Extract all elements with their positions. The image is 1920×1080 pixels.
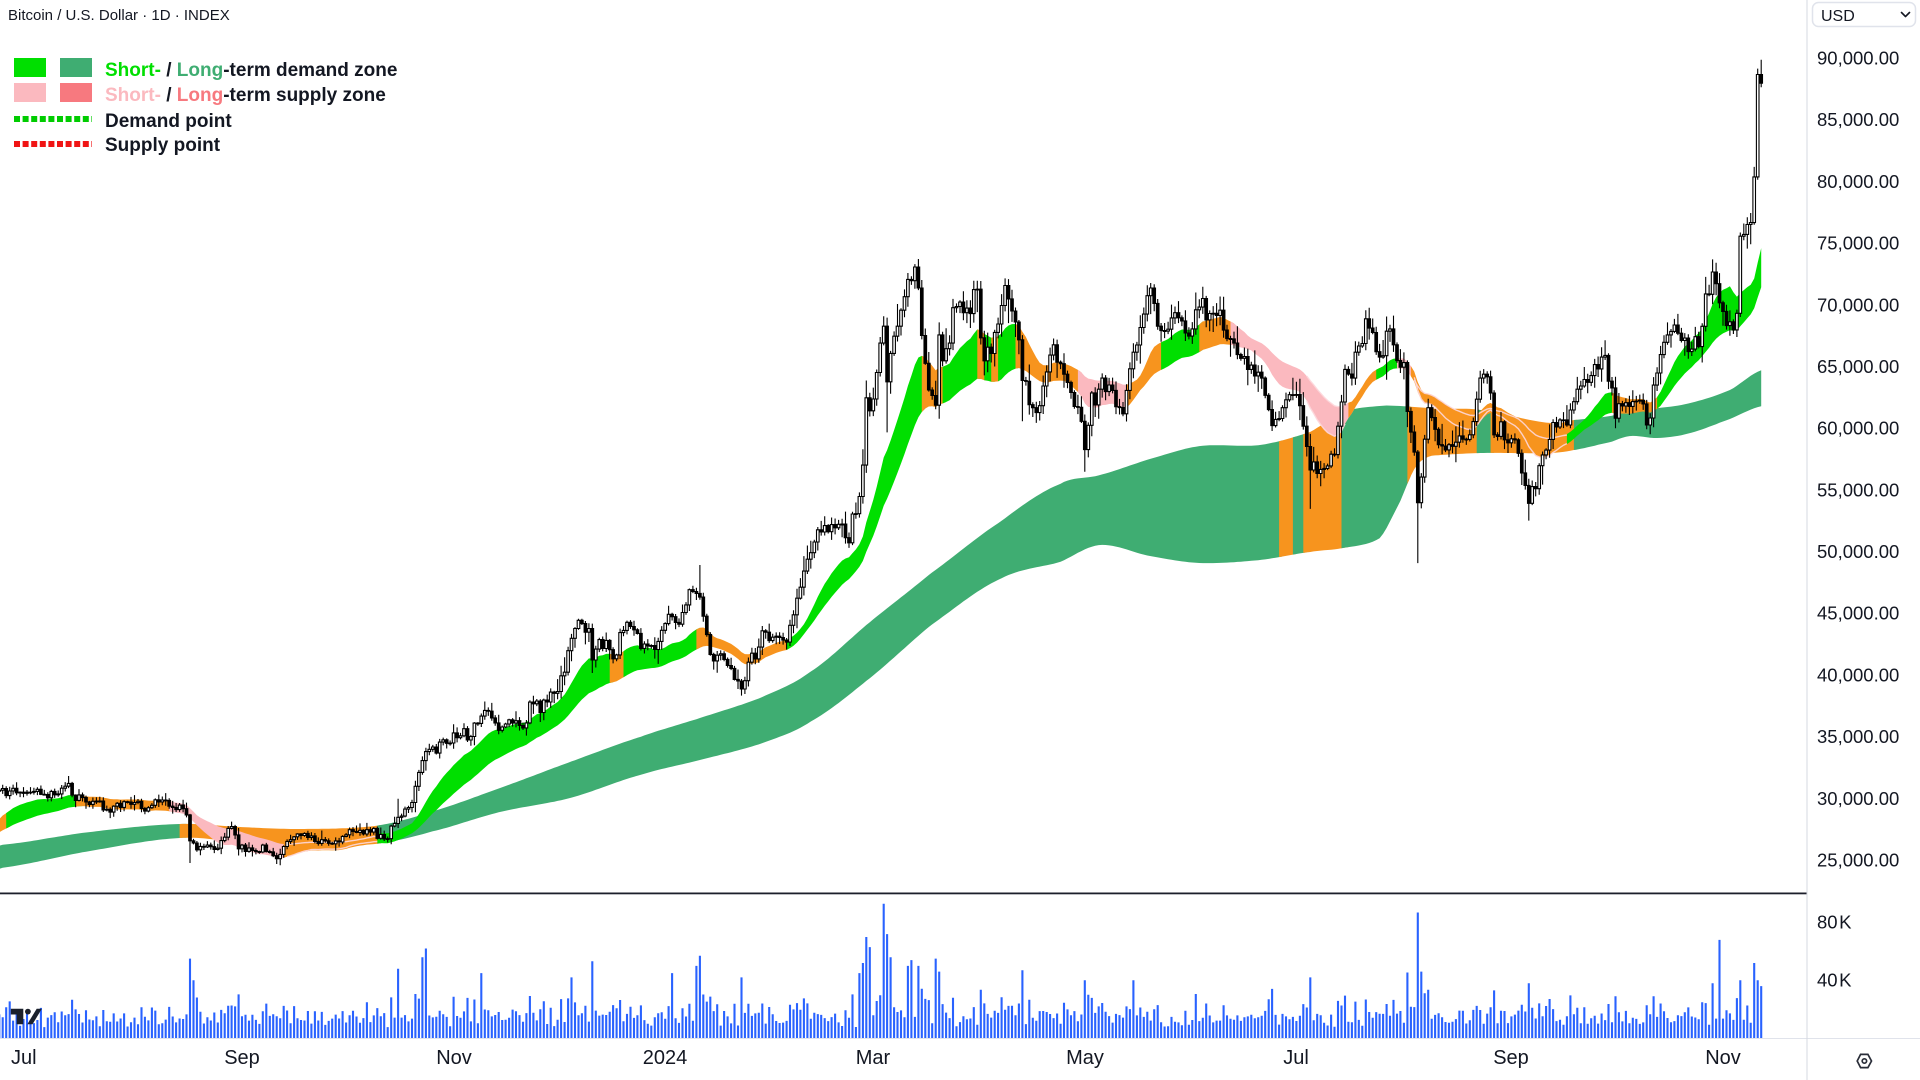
svg-text:40,000.00: 40,000.00 [1817,664,1899,685]
svg-text:35,000.00: 35,000.00 [1817,726,1899,747]
svg-text:Mar: Mar [856,1047,891,1069]
svg-text:85,000.00: 85,000.00 [1817,109,1899,130]
svg-text:Jul: Jul [11,1047,37,1069]
svg-text:80 K: 80 K [1817,912,1852,933]
svg-text:30,000.00: 30,000.00 [1817,788,1899,809]
svg-text:60,000.00: 60,000.00 [1817,418,1899,439]
svg-text:40 K: 40 K [1817,969,1852,990]
svg-text:Nov: Nov [436,1047,472,1069]
svg-text:Jul: Jul [1283,1047,1309,1069]
svg-text:55,000.00: 55,000.00 [1817,479,1899,500]
svg-text:2024: 2024 [643,1047,688,1069]
svg-text:May: May [1066,1047,1104,1069]
svg-text:75,000.00: 75,000.00 [1817,233,1899,254]
svg-text:Short- / Long-term supply zone: Short- / Long-term supply zone [105,85,386,106]
svg-text:Demand point: Demand point [105,111,232,132]
svg-text:90,000.00: 90,000.00 [1817,48,1899,69]
svg-text:Short- / Long-term demand zone: Short- / Long-term demand zone [105,60,397,81]
svg-text:80,000.00: 80,000.00 [1817,171,1899,192]
svg-text:70,000.00: 70,000.00 [1817,294,1899,315]
svg-text:65,000.00: 65,000.00 [1817,356,1899,377]
svg-text:USD: USD [1821,8,1855,25]
svg-text:Sep: Sep [224,1047,260,1069]
svg-text:25,000.00: 25,000.00 [1817,850,1899,871]
svg-text:Nov: Nov [1705,1047,1741,1069]
svg-text:Bitcoin / U.S. Dollar · 1D · I: Bitcoin / U.S. Dollar · 1D · INDEX [8,7,230,24]
svg-text:50,000.00: 50,000.00 [1817,541,1899,562]
svg-text:Sep: Sep [1493,1047,1529,1069]
svg-text:45,000.00: 45,000.00 [1817,603,1899,624]
svg-text:Supply point: Supply point [105,135,221,156]
